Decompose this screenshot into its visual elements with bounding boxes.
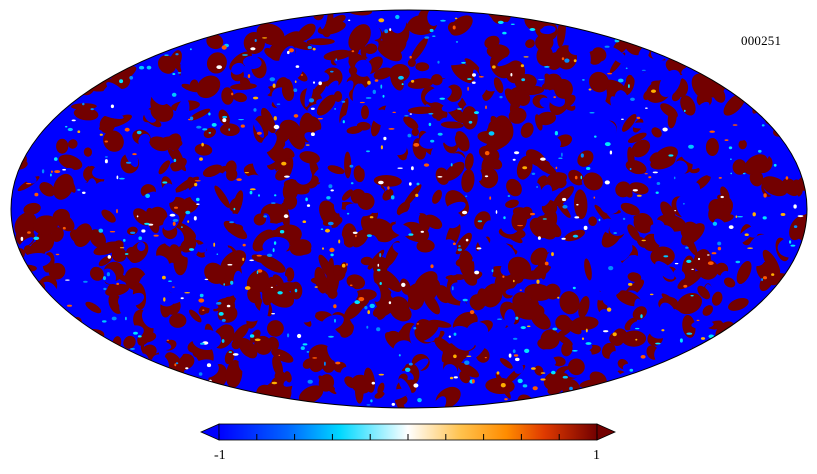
colorbar-min-label: -1 bbox=[214, 448, 226, 463]
map-outline bbox=[10, 9, 808, 409]
colorbar-over-arrow bbox=[596, 423, 616, 441]
colorbar-under-arrow bbox=[200, 423, 220, 441]
colorbar-max-label: 1 bbox=[593, 448, 600, 463]
map-id-label: 000251 bbox=[741, 33, 782, 48]
colorbar-ticks bbox=[218, 434, 598, 440]
